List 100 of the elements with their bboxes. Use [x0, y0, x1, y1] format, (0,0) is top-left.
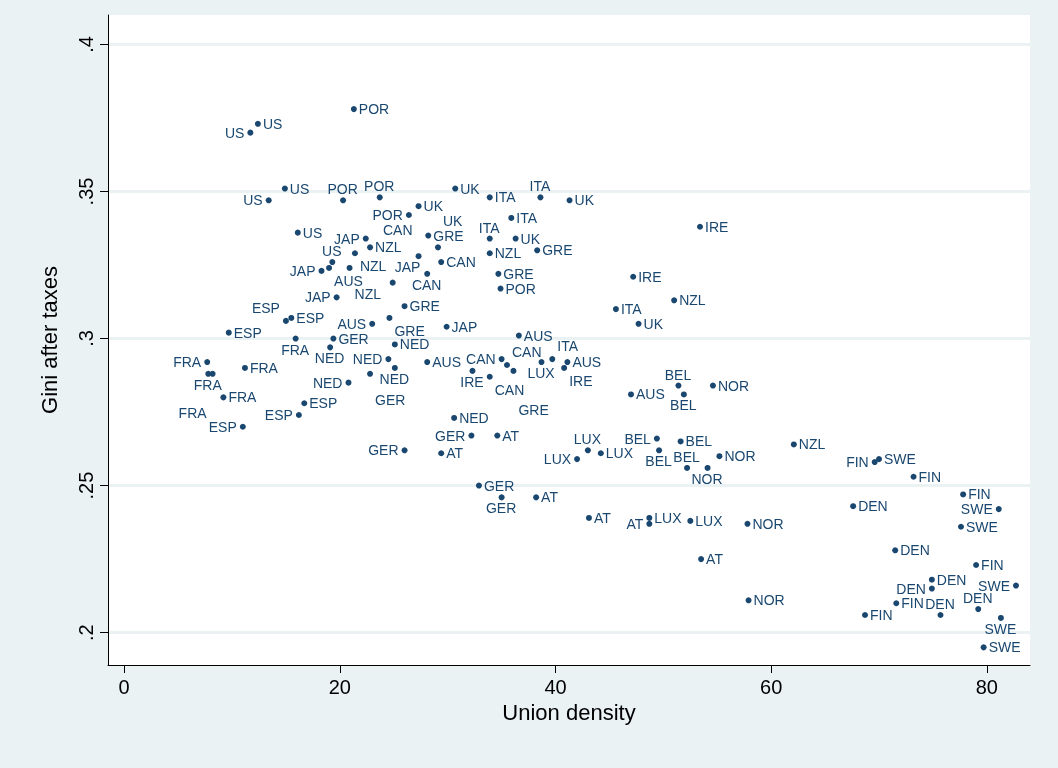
data-label: FIN — [901, 595, 924, 612]
data-label: LUX — [605, 445, 634, 462]
data-label: AT — [706, 551, 724, 568]
data-label: NZL — [798, 436, 826, 453]
data-label: NOR — [724, 448, 756, 465]
y-tick-label: .3 — [75, 330, 97, 347]
data-label: LUX — [527, 365, 556, 382]
data-label: BEL — [670, 397, 697, 414]
x-tick-label: 60 — [760, 676, 783, 698]
data-label: UK — [442, 213, 464, 230]
data-label: AT — [626, 515, 644, 532]
data-label: FRA — [281, 341, 310, 358]
x-tick-label: 80 — [975, 676, 998, 698]
data-label: DEN — [896, 580, 926, 597]
data-label: ITA — [529, 178, 551, 195]
data-label: GRE — [409, 298, 440, 315]
data-label: ESP — [296, 309, 325, 326]
data-label: SWE — [965, 518, 998, 535]
data-label: NZL — [494, 245, 522, 262]
data-label: FIN — [981, 557, 1004, 573]
data-label: POR — [327, 181, 358, 198]
data-label: AUS — [636, 386, 665, 403]
y-tick-label: .2 — [75, 624, 97, 641]
y-axis-title: Gini after taxes — [36, 266, 62, 414]
data-label: AUS — [432, 354, 461, 371]
data-label: DEN — [858, 498, 888, 515]
data-label: IRE — [569, 372, 593, 389]
data-label: BEL — [624, 430, 652, 447]
data-label: NOR — [717, 377, 750, 394]
data-label: POR — [372, 207, 403, 223]
data-label: SWE — [988, 639, 1021, 656]
data-label: CAN — [446, 254, 476, 271]
data-label: SWE — [884, 451, 916, 468]
data-label: AUS — [337, 315, 367, 332]
data-label: ESP — [309, 395, 338, 412]
y-tick-label: .35 — [75, 177, 97, 206]
data-label: NED — [399, 336, 430, 353]
data-label: BEL — [664, 366, 692, 383]
data-label: SWE — [984, 620, 1017, 637]
data-label: LUX — [654, 509, 683, 526]
y-tick-label: .4 — [75, 36, 97, 53]
data-label: US — [289, 180, 310, 197]
data-label: POR — [364, 178, 395, 195]
data-label: ESP — [264, 407, 293, 423]
data-label: GRE — [433, 227, 464, 244]
data-label: GRE — [394, 322, 425, 339]
data-label: FIN — [846, 454, 869, 471]
x-axis-title: Union density — [502, 700, 636, 726]
y-tick-label: .25 — [75, 471, 97, 500]
data-label: NZL — [359, 258, 387, 275]
data-label: UK — [574, 192, 595, 209]
data-label: GER — [483, 477, 515, 494]
data-label: IRE — [638, 268, 662, 285]
data-label: US — [224, 124, 245, 141]
data-label: ITA — [516, 209, 538, 226]
data-label: CAN — [411, 276, 442, 293]
data-label: CAN — [466, 351, 496, 368]
data-label: DEN — [925, 596, 955, 612]
data-label: JAP — [394, 258, 421, 275]
data-label: AT — [593, 509, 612, 526]
data-label: UK — [643, 315, 664, 332]
data-label: LUX — [695, 512, 724, 529]
data-label: AT — [446, 445, 464, 462]
data-label: ITA — [620, 301, 643, 318]
data-label: CAN — [494, 381, 525, 398]
data-label: ESP — [208, 418, 237, 435]
data-label: FIN — [968, 486, 991, 503]
data-label: GRE — [542, 242, 573, 259]
data-label: SWE — [960, 501, 993, 518]
data-label: GRE — [503, 265, 534, 282]
data-label: NOR — [691, 470, 723, 487]
data-label: FIN — [870, 607, 893, 623]
data-label: CAN — [383, 222, 413, 239]
data-label: FIN — [918, 468, 942, 485]
data-label: GER — [368, 442, 399, 459]
data-label: US — [262, 115, 283, 132]
data-label: NED — [459, 409, 489, 426]
data-label: NED — [379, 370, 410, 387]
data-label: POR — [358, 101, 390, 118]
data-label: ESP — [251, 299, 280, 316]
data-label: JAP — [451, 318, 478, 335]
data-label: JAP — [289, 262, 316, 279]
data-label: ITA — [478, 219, 501, 236]
data-label: UK — [460, 180, 481, 197]
data-label: NED — [314, 350, 345, 367]
data-label: US — [302, 224, 323, 241]
data-label: IRE — [705, 218, 729, 235]
data-label: AUS — [523, 327, 553, 344]
data-label: BEL — [685, 433, 713, 450]
data-label: CAN — [511, 344, 542, 360]
data-label: POR — [505, 280, 536, 297]
data-label: US — [243, 192, 263, 209]
data-label: FRA — [249, 359, 279, 376]
data-label: GER — [375, 391, 406, 408]
data-label: GER — [485, 500, 517, 517]
x-tick-label: 0 — [118, 676, 130, 698]
data-label: GRE — [518, 401, 549, 418]
data-label: NED — [352, 351, 383, 368]
data-label: FRA — [228, 389, 258, 406]
data-label: BEL — [645, 453, 672, 470]
